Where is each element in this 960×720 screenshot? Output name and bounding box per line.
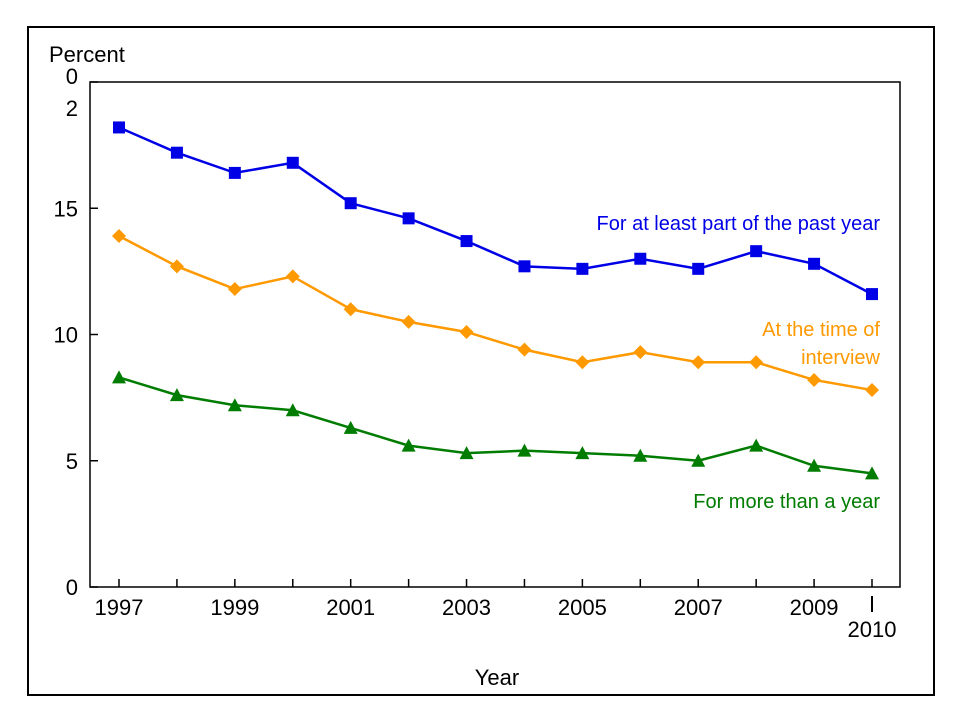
data-point-diamond — [865, 383, 879, 398]
data-point-diamond — [517, 342, 532, 357]
series-line — [118, 376, 873, 475]
series-layer — [112, 121, 879, 480]
data-point-diamond — [343, 302, 358, 317]
data-point-triangle — [112, 370, 126, 384]
x-tick-label: 1997 — [95, 595, 144, 620]
x-axis-title: Year — [475, 665, 519, 690]
data-point-diamond — [459, 324, 474, 339]
y-tick-label: 15 — [54, 196, 78, 221]
x-tick-label: 2007 — [674, 595, 723, 620]
data-point-triangle — [343, 420, 358, 434]
data-point-square — [402, 212, 415, 225]
data-point-diamond — [169, 259, 184, 274]
data-point-diamond — [807, 372, 822, 387]
data-point-triangle — [691, 453, 706, 467]
data-point-square — [113, 121, 125, 134]
chart-frame — [27, 26, 935, 696]
data-point-diamond — [285, 269, 300, 284]
data-point-diamond — [112, 229, 126, 244]
x-tick-label: 2009 — [790, 595, 839, 620]
x-tick-label: 2010 — [848, 617, 897, 642]
series-label: For more than a year — [693, 491, 880, 513]
data-point-square — [692, 262, 705, 275]
data-point-square — [576, 262, 589, 275]
y-axis-title: Percent — [49, 42, 125, 67]
series-1 — [112, 229, 879, 398]
data-point-square — [866, 288, 878, 301]
data-point-triangle — [227, 398, 242, 412]
data-point-square — [344, 197, 357, 210]
data-point-square — [460, 235, 473, 248]
data-point-square — [228, 166, 241, 179]
series-0 — [113, 121, 878, 301]
data-point-square — [808, 257, 821, 270]
data-point-diamond — [691, 355, 706, 370]
y-tick-label: 10 — [54, 323, 78, 348]
data-point-triangle — [807, 458, 822, 472]
x-tick-label: 2001 — [326, 595, 375, 620]
data-point-diamond — [401, 314, 416, 329]
x-tick-label: 2003 — [442, 595, 491, 620]
data-point-triangle — [633, 448, 648, 462]
data-point-square — [750, 245, 763, 258]
data-point-triangle — [575, 446, 590, 460]
series-label: For at least part of the past year — [597, 213, 881, 235]
data-point-diamond — [633, 345, 648, 360]
x-tick-label: 2005 — [558, 595, 607, 620]
data-point-square — [518, 260, 531, 273]
data-point-triangle — [169, 388, 184, 402]
data-point-triangle — [459, 446, 474, 460]
y-axis: 0 5 10 15 0 2 — [54, 64, 98, 600]
series-label: At the time of interview — [762, 319, 880, 369]
y-tick-label: 0 — [66, 575, 78, 600]
data-point-triangle — [517, 443, 532, 457]
data-point-square — [286, 156, 299, 169]
series-line — [118, 126, 873, 296]
data-point-triangle — [749, 438, 764, 452]
series-2 — [112, 370, 879, 480]
x-axis: 1997 1999 2001 2003 2005 2007 2009 2010 — [95, 579, 897, 642]
data-point-diamond — [749, 355, 764, 370]
data-point-diamond — [227, 282, 242, 297]
y-tick-label: 5 — [66, 449, 78, 474]
x-tick-label: 1999 — [210, 595, 259, 620]
data-point-square — [634, 252, 647, 265]
data-point-triangle — [401, 438, 416, 452]
data-point-triangle — [865, 466, 879, 480]
series-line — [118, 234, 873, 392]
data-point-diamond — [575, 355, 590, 370]
data-point-triangle — [285, 403, 300, 417]
data-point-square — [170, 146, 183, 159]
series-labels: For at least part of the past year At the… — [597, 213, 881, 513]
